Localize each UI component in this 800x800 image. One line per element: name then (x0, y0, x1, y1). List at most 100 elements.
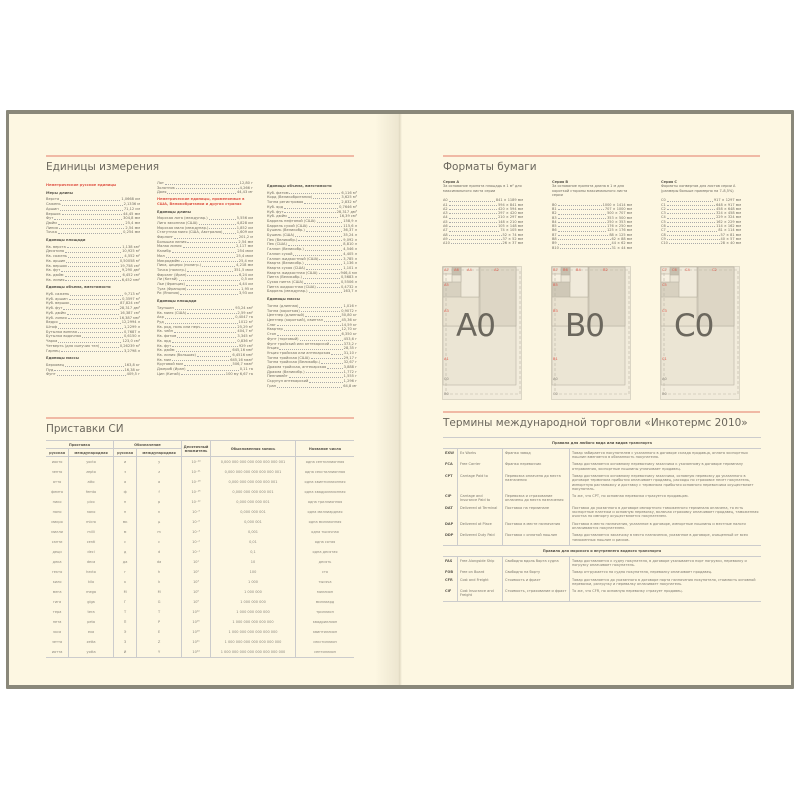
unit-value: 0,3597 м³ (122, 296, 140, 301)
unit-name: Морская миля (междунар.) (157, 225, 209, 230)
subsection-heading: Единицы объема, вместимости (267, 184, 332, 188)
written-number: 1 000 000 000 000 000 (210, 617, 296, 627)
number-name: миллиард (295, 597, 354, 607)
format-nesting-svg (660, 266, 740, 400)
size-name: A0 (443, 198, 448, 203)
unit-row: Баррель (междунар.) 163,7 л (267, 289, 357, 294)
size-value: 105 × 148 мм (498, 224, 523, 228)
unit-name: Пеннивейт (267, 374, 288, 379)
size-value: 458 × 648 мм (716, 206, 741, 211)
unit-value: 25,4 мкм (236, 253, 253, 258)
size-row: B9 44 × 62 мм (552, 241, 632, 245)
format-label: A2 (494, 268, 499, 272)
unit-name: Куб. дюйм (267, 214, 287, 219)
format-label: B5 (553, 283, 558, 287)
size-row: B7 88 × 125 мм (552, 233, 632, 237)
unit-value: 28,317 дм³ (336, 209, 357, 214)
table-row: атто atto а a 10⁻¹⁸ 0,000 000 000 000 000 001… (46, 477, 354, 487)
prefix-russian: тера (52, 610, 62, 614)
unit-row: Круговой мил 506,7 мкм² (157, 362, 253, 367)
units-title: Единицы измерения (46, 161, 160, 173)
symbol-intl: h (136, 567, 182, 577)
unit-value: 351,5 мкм (233, 267, 253, 272)
unit-row: Кв. фут 929 см² (157, 344, 253, 349)
unit-row: Кв. дюйм 6,452 см² (46, 273, 140, 278)
size-value: 162 × 229 мм (716, 219, 741, 224)
unit-value: 1,101 л (343, 265, 357, 270)
unit-row: Сухая пинта (США) 0,5506 л (267, 280, 357, 285)
prefix-russian: милли (51, 530, 63, 534)
table-row: иокто yocto и y 10⁻²⁴ 0,000 000 000 000 000 0… (46, 456, 354, 467)
size-row: C1 648 × 917 мм (661, 203, 741, 207)
leader-dots (295, 233, 343, 237)
number-name: одна миллиардная (295, 507, 354, 517)
unit-row: Пика, цицеро (полигр.) 4,218 мм (157, 263, 253, 268)
unit-row: Точка 0,254 мм (46, 230, 140, 235)
leader-dots (208, 216, 236, 220)
unit-value: 3,2798 л (123, 348, 140, 353)
symbol-russian: Т (112, 607, 137, 617)
table-row: CFR Cost and Freight Стоимость и фрахт Това… (443, 576, 761, 588)
unit-value: 25,29 м² (237, 324, 253, 329)
unit-value: 1,2299 л (123, 324, 140, 329)
unit-name: Пинта жидкостная (США) (267, 284, 316, 289)
format-label: C0 (553, 392, 558, 396)
unit-row: Кв. фут 9,290 дм² (46, 268, 140, 273)
written-number: 10 (210, 557, 296, 567)
leader-dots (557, 233, 609, 236)
term-description: Товар доставляется основному перевозчику… (569, 472, 761, 493)
term-description: То же, что CPT, но основная перевозка ст… (569, 492, 761, 505)
unit-row: Фунт (торговый) 453,6 г (267, 337, 357, 342)
unit-row: Дюйм 25,4 мм (46, 221, 140, 226)
prefix-russian: микро (51, 520, 63, 524)
multiplier: 10³ (181, 577, 211, 587)
leader-dots (172, 344, 238, 348)
unit-name: Лига законная (США) (157, 220, 198, 225)
symbol-russian: п (112, 497, 137, 507)
unit-value: 4,552 м² (124, 254, 140, 259)
leader-dots (448, 215, 498, 219)
prefix-intl: atto (68, 477, 114, 487)
unit-name: Гарнец (46, 348, 60, 353)
section-row: Правила для любого вида или видов трансп… (443, 436, 761, 450)
size-row: B2 500 × 707 мм (552, 211, 632, 215)
unit-row: Аршин 71,12 см (46, 207, 140, 212)
table-row: микро micro мк μ 10⁻⁶ 0,000 001 одна миллионна… (46, 517, 354, 527)
multiplier: 10²⁴ (181, 647, 211, 658)
term-english: Free Alongside Ship (457, 556, 503, 569)
symbol-intl: E (136, 627, 182, 637)
leader-dots (70, 301, 120, 306)
size-name: C2 (661, 206, 666, 211)
unit-name: Квартер (267, 327, 283, 332)
prefix-russian: нано (52, 510, 62, 514)
unit-value: 44,43 мг (236, 190, 253, 195)
leader-dots (287, 214, 339, 218)
prefix-russian: пета (52, 620, 62, 624)
unit-row: Галлон сухой 4,405 л (267, 252, 357, 257)
unit-value: 25,4 мм (125, 220, 140, 225)
unit-row: Четверть (для сыпучих тел) 0,26239 м³ (46, 344, 140, 349)
prefix-intl: femto (68, 487, 114, 497)
leader-dots (559, 246, 611, 249)
prefix-russian: атто (52, 480, 62, 484)
leader-dots (77, 330, 123, 334)
written-number: 1 000 000 000 000 (210, 607, 296, 617)
written-number: 0,000 000 000 000 001 (210, 487, 296, 497)
number-name: одна квинтиллионная (295, 477, 354, 487)
leader-dots (448, 203, 498, 206)
leader-dots (557, 241, 611, 245)
unit-value: 10,925 м² (122, 249, 140, 254)
leader-dots (56, 372, 126, 377)
unit-value: 36,37 л (343, 228, 357, 233)
unit-name: Куб. вершок (46, 301, 70, 306)
symbol-russian: с (112, 537, 137, 547)
multiplier: 10⁻² (181, 537, 211, 547)
unit-value: 28,317 дм³ (119, 306, 140, 311)
unit-name: Пуд (46, 367, 54, 372)
term-english: Carriage Paid to (457, 472, 503, 493)
unit-name: Мил (157, 253, 165, 258)
format-label: B3 (553, 309, 558, 313)
size-row: A5 148 × 210 мм (443, 220, 523, 224)
unit-row: Куб. сажень 9,713 м³ (46, 292, 140, 297)
unit-row: Куб. линия 16,387 мм³ (46, 316, 140, 321)
